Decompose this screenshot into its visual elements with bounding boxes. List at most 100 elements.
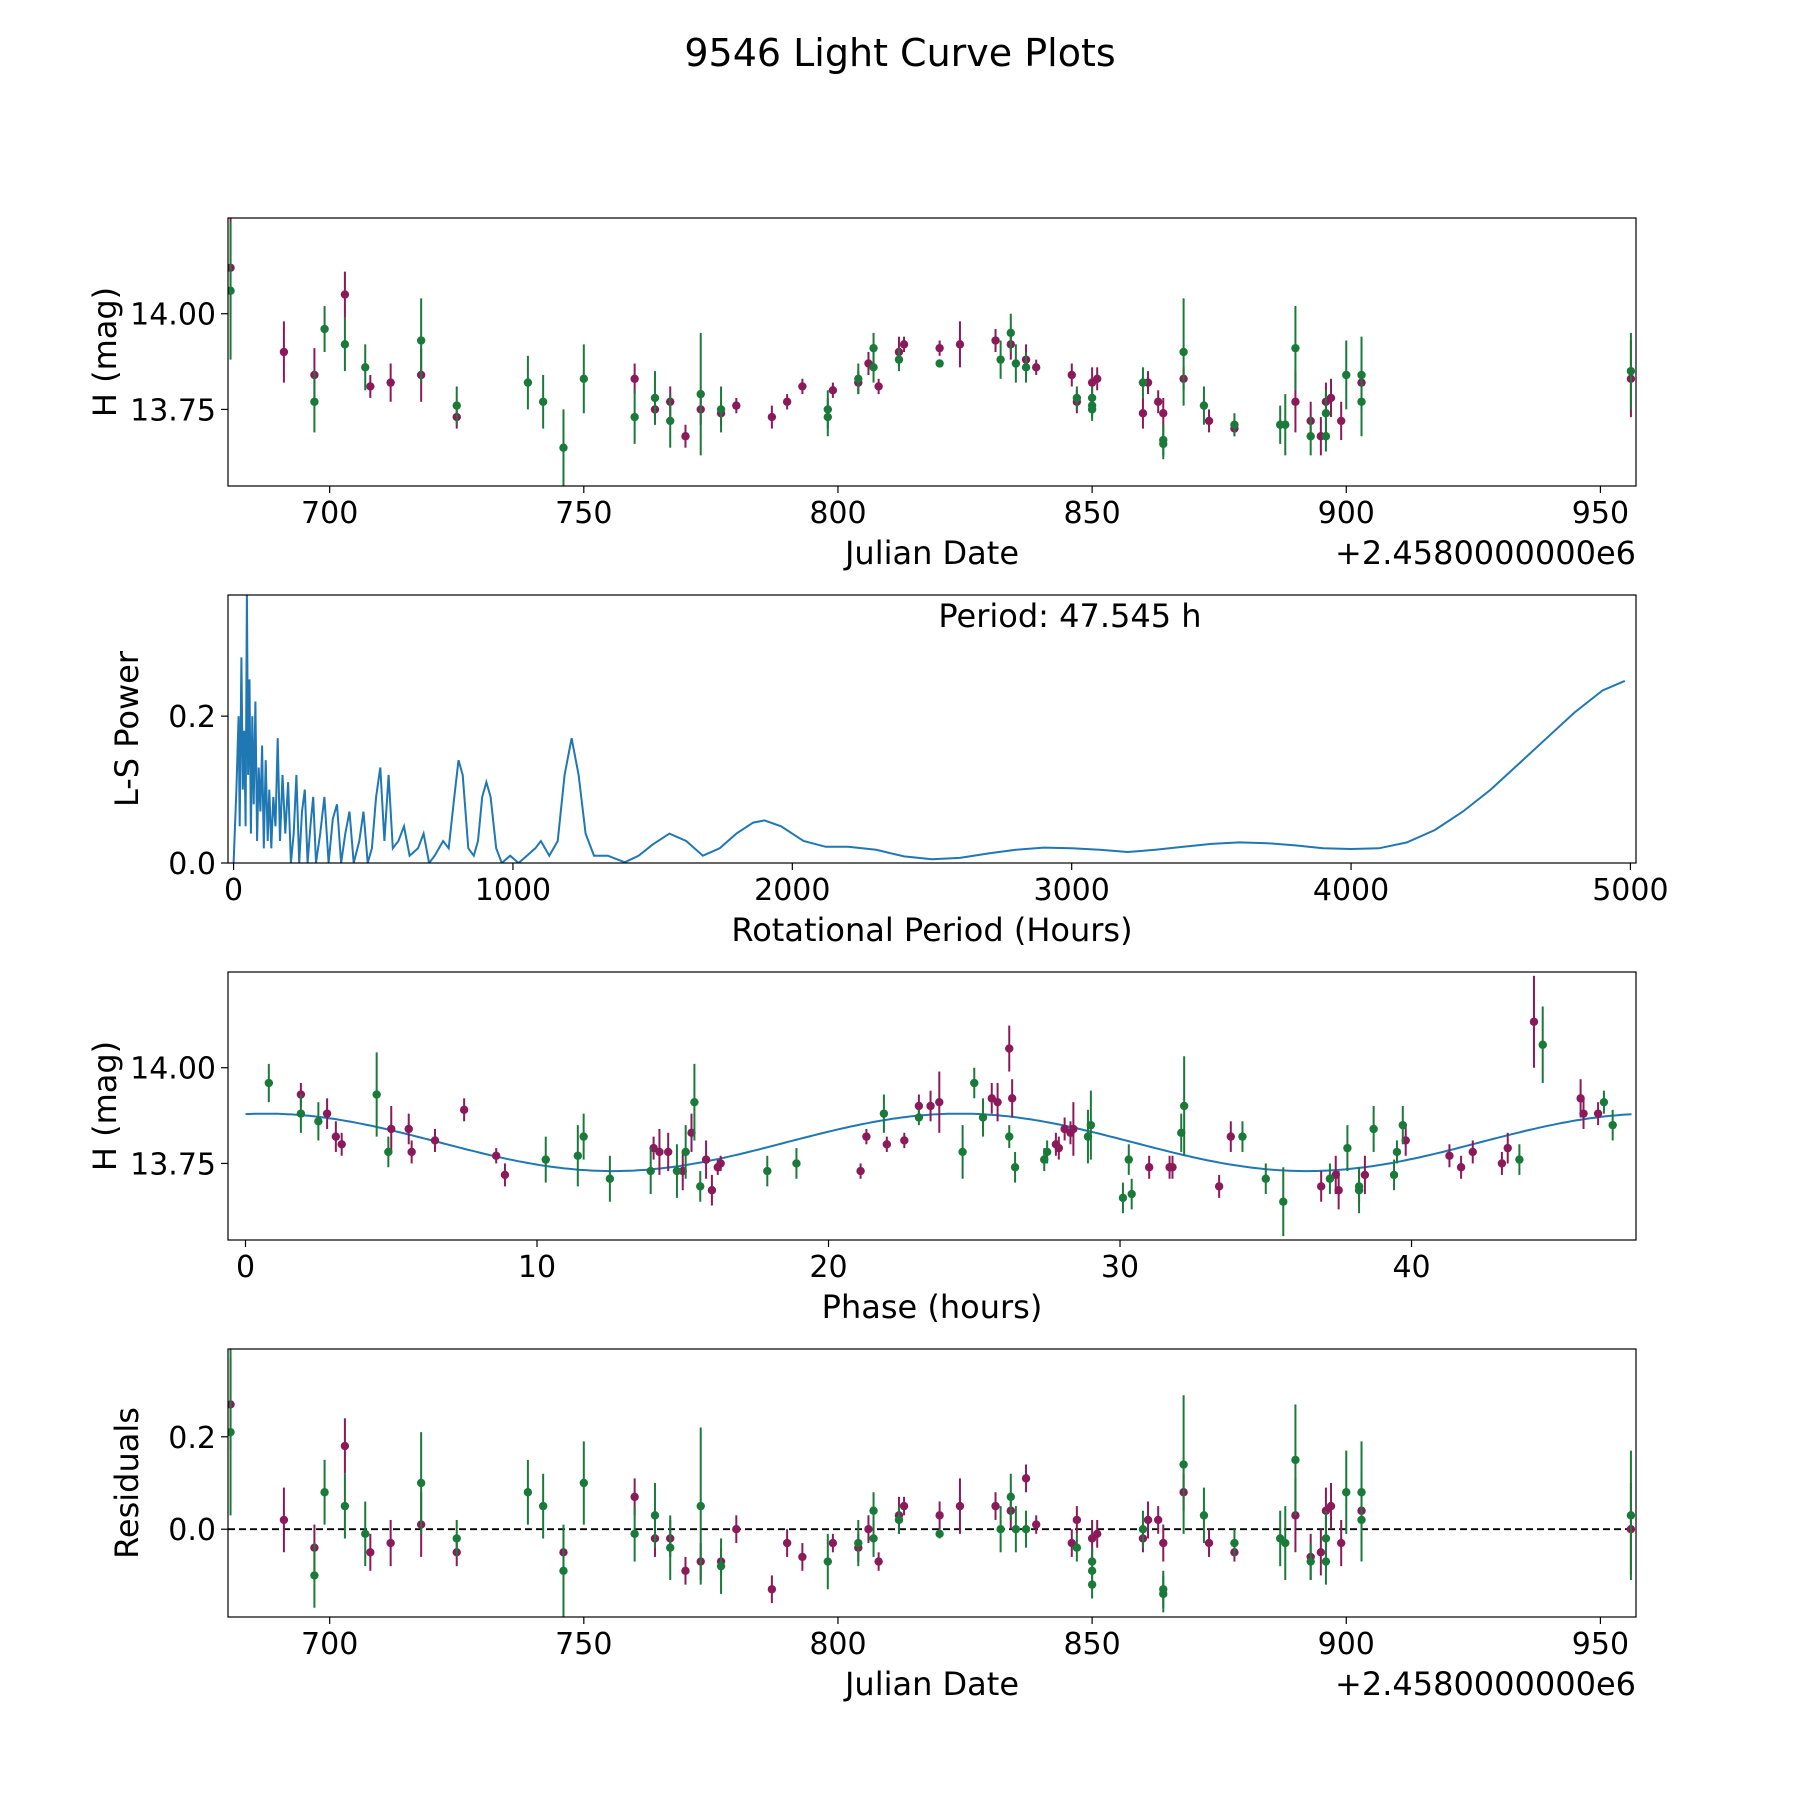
x-tick-label: 2000 xyxy=(754,873,830,908)
data-point-green xyxy=(310,397,319,406)
data-point-purple xyxy=(935,343,944,353)
data-point-purple xyxy=(1032,1520,1041,1529)
data-point-purple xyxy=(1593,1109,1603,1118)
data-point-purple xyxy=(701,1155,711,1164)
panel-phase-fold: 0 10 20 30 40 13.75 14.00 Phase (hours) H (mag) xyxy=(86,971,1637,1326)
data-point-purple xyxy=(1072,1515,1082,1525)
data-point-purple xyxy=(935,1097,944,1107)
data-point-purple xyxy=(716,1159,725,1168)
data-point-green xyxy=(869,363,878,372)
data-point-green xyxy=(1179,347,1188,357)
x-tick-label: 700 xyxy=(301,1627,358,1662)
data-point-green xyxy=(579,374,589,383)
data-point-green xyxy=(716,1561,726,1571)
data-point-green xyxy=(690,1097,699,1107)
axes-frame xyxy=(227,971,1637,1241)
x-tick-label: 3000 xyxy=(1034,873,1110,908)
data-point-green xyxy=(296,1109,306,1118)
data-point-purple xyxy=(1092,1529,1102,1539)
data-point-purple xyxy=(767,412,777,422)
data-point-purple xyxy=(407,1147,416,1157)
data-point-green xyxy=(681,1147,690,1157)
data-point-purple xyxy=(1007,1094,1017,1103)
y-tick-label: 14.00 xyxy=(130,1052,216,1087)
data-point-green xyxy=(1291,343,1300,353)
x-tick-label: 950 xyxy=(1572,496,1629,531)
x-tick-label: 900 xyxy=(1318,496,1375,531)
data-point-purple xyxy=(782,397,792,406)
axes-frame xyxy=(227,594,1637,864)
data-point-purple xyxy=(681,1566,690,1575)
data-point-purple xyxy=(1204,1538,1214,1548)
data-point-purple xyxy=(955,1501,965,1511)
data-point-green xyxy=(1021,363,1031,372)
data-point-purple xyxy=(991,336,1000,345)
data-point-purple xyxy=(655,1147,664,1157)
data-point-green xyxy=(1011,1525,1021,1534)
data-point-green xyxy=(1538,1040,1547,1049)
x-tick-label: 30 xyxy=(1101,1250,1139,1285)
data-point-purple xyxy=(899,1501,909,1511)
data-point-green xyxy=(1626,1511,1636,1520)
data-point-purple xyxy=(798,382,807,391)
data-point-green xyxy=(1179,1101,1189,1111)
data-point-green xyxy=(1127,1189,1136,1199)
data-point-green xyxy=(1005,1132,1014,1141)
data-point-green xyxy=(1279,1197,1288,1206)
data-point-green xyxy=(605,1174,615,1183)
data-point-green xyxy=(340,1501,350,1511)
data-point-green xyxy=(1392,1147,1402,1157)
data-point-green xyxy=(970,1078,979,1088)
data-point-green xyxy=(452,401,461,410)
data-point-purple xyxy=(1153,397,1163,406)
x-tick-label: 5000 xyxy=(1592,873,1668,908)
data-point-green xyxy=(894,355,904,364)
y-tick-label: 0.0 xyxy=(168,847,216,882)
data-point-purple xyxy=(828,1538,838,1548)
axes-frame xyxy=(227,217,1637,487)
data-point-green xyxy=(1118,1193,1128,1203)
data-point-purple xyxy=(767,1585,777,1594)
data-point-green xyxy=(996,1525,1005,1534)
data-point-purple xyxy=(1291,1511,1300,1520)
x-tick-label: 800 xyxy=(809,496,866,531)
data-point-green xyxy=(763,1166,772,1176)
data-point-purple xyxy=(1021,1474,1031,1483)
data-point-green xyxy=(1138,378,1148,387)
data-point-purple xyxy=(1497,1159,1507,1168)
data-point-green xyxy=(1087,1580,1097,1589)
data-point-green xyxy=(1306,432,1315,441)
data-point-green xyxy=(384,1147,393,1157)
data-point-green xyxy=(823,1557,832,1566)
data-point-green xyxy=(314,1117,323,1126)
data-point-green xyxy=(879,1109,889,1118)
data-point-purple xyxy=(993,1097,1002,1107)
data-point-green xyxy=(1159,1585,1168,1594)
data-point-green xyxy=(854,1538,863,1548)
data-point-green xyxy=(1599,1097,1609,1107)
x-tick-label: 750 xyxy=(555,496,612,531)
y-axis-label: Residuals xyxy=(108,1407,146,1559)
data-point-purple xyxy=(1054,1143,1064,1153)
data-point-purple xyxy=(1456,1163,1466,1172)
data-point-green xyxy=(1389,1170,1399,1180)
data-point-purple xyxy=(899,340,909,349)
data-point-purple xyxy=(935,1511,944,1520)
data-point-green xyxy=(452,1534,461,1543)
data-point-purple xyxy=(630,374,639,383)
data-point-purple xyxy=(491,1151,501,1160)
data-point-purple xyxy=(900,1136,909,1145)
data-point-purple xyxy=(1503,1143,1512,1153)
data-point-green xyxy=(1342,370,1351,380)
data-point-green xyxy=(1321,432,1331,441)
data-point-purple xyxy=(331,1132,341,1141)
data-point-purple xyxy=(1153,1515,1163,1525)
data-point-green xyxy=(538,1501,548,1511)
y-axis-label: L-S Power xyxy=(108,650,146,807)
data-point-green xyxy=(1357,370,1366,380)
panel-residuals: 700 750 800 850 900 950 0.0 0.2 Julian Date Resid… xyxy=(108,1348,1637,1703)
axes-frame xyxy=(227,1348,1637,1618)
data-point-green xyxy=(958,1147,967,1157)
data-point-green xyxy=(696,1182,705,1191)
data-point-purple xyxy=(1143,1515,1153,1525)
